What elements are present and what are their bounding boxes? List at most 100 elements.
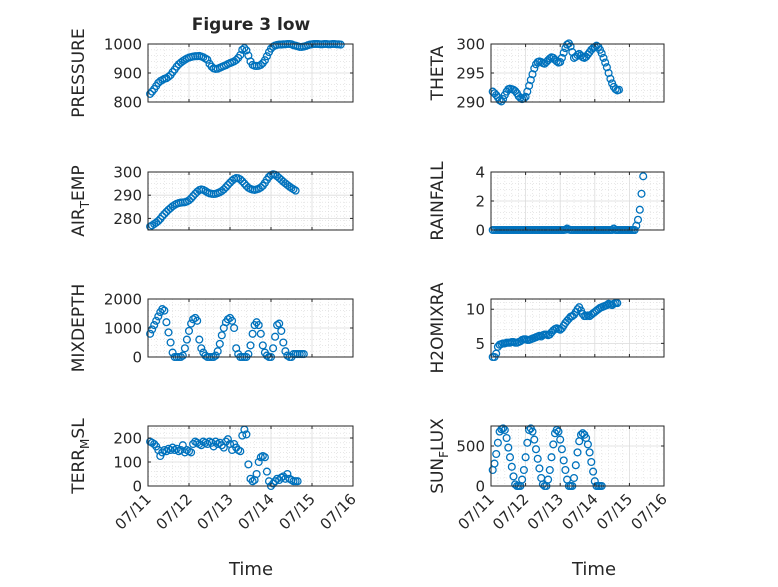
data-point <box>256 329 265 338</box>
data-point <box>195 335 204 344</box>
y-tick-label: 500 <box>456 438 485 456</box>
data-point <box>269 344 278 353</box>
data-point <box>193 316 202 325</box>
data-point <box>197 344 206 353</box>
y-tick-label: 900 <box>113 65 142 83</box>
y-tick-label: 0 <box>475 222 485 240</box>
data-point <box>492 449 501 459</box>
data-point <box>556 57 565 67</box>
data-point <box>262 52 271 61</box>
data-point <box>583 440 592 449</box>
data-point <box>242 46 251 55</box>
y-axis-label-subscript: M <box>78 439 92 449</box>
data-point <box>236 175 245 184</box>
y-tick-label: 0 <box>132 349 142 367</box>
data-point <box>189 192 198 201</box>
data-point <box>519 465 528 475</box>
data-point <box>176 445 185 455</box>
y-axis-label-text: EMP <box>69 165 89 201</box>
data-point <box>559 48 568 57</box>
data-point <box>152 316 161 325</box>
y-tick-label: 5 <box>475 335 485 353</box>
data-point <box>336 40 345 49</box>
data-point <box>271 332 280 341</box>
data-point <box>589 467 598 476</box>
data-point <box>260 453 269 462</box>
data-point <box>252 469 261 479</box>
data-point <box>275 319 284 328</box>
y-axis-label: MIXDEPTH <box>69 284 89 373</box>
data-point <box>557 445 566 454</box>
data-point <box>516 93 525 102</box>
data-point <box>211 437 220 446</box>
data-point <box>535 464 544 473</box>
data-point <box>502 433 511 443</box>
y-axis-label: H2OMIXRA <box>428 282 448 373</box>
data-point <box>557 53 566 62</box>
plot-area <box>148 426 353 486</box>
data-point <box>556 435 565 444</box>
data-point <box>571 461 580 470</box>
data-series <box>488 39 624 106</box>
axes-box <box>490 298 665 358</box>
y-tick-label: 2 <box>475 193 485 211</box>
data-point <box>160 306 169 315</box>
data-point <box>221 437 230 446</box>
data-point <box>256 60 265 69</box>
y-axis-label: SUNFLUX <box>428 418 451 494</box>
axes-box <box>147 171 354 231</box>
data-point <box>221 183 230 192</box>
data-point <box>178 441 187 450</box>
data-point <box>554 427 563 436</box>
data-point <box>146 329 155 338</box>
data-point <box>509 472 518 481</box>
data-point <box>547 453 556 462</box>
data-point <box>148 325 157 334</box>
data-point <box>613 299 622 308</box>
data-point <box>236 447 245 456</box>
y-tick-label: 2000 <box>104 291 142 309</box>
data-point <box>559 456 568 465</box>
y-tick-label: 0 <box>132 478 142 496</box>
data-point <box>523 438 532 447</box>
data-point <box>258 341 267 350</box>
subplot-air-temp: 280 290 300 AIRTEMP <box>69 164 354 237</box>
plot-area <box>491 299 664 357</box>
data-point <box>599 53 608 62</box>
y-tick-label: 200 <box>113 430 142 448</box>
data-point <box>162 447 171 456</box>
data-point <box>545 465 554 475</box>
axes-box <box>147 425 354 487</box>
data-point <box>187 194 196 203</box>
data-point <box>150 439 159 449</box>
data-point <box>217 331 226 340</box>
data-point <box>614 85 624 94</box>
data-point <box>289 185 298 194</box>
data-point <box>154 312 163 321</box>
data-point <box>285 182 294 191</box>
y-axis-label: THETA <box>428 45 448 101</box>
y-tick-label: 300 <box>456 36 485 54</box>
data-point <box>505 453 515 462</box>
data-point <box>637 189 646 198</box>
data-point <box>189 315 198 324</box>
data-point <box>168 348 177 357</box>
data-point <box>587 457 596 467</box>
y-tick-label: 300 <box>113 164 142 182</box>
data-point <box>178 351 187 360</box>
x-axis-label-left: Time <box>228 559 273 580</box>
y-axis-label: TERRMSL <box>69 418 92 495</box>
data-point <box>254 457 263 467</box>
y-axis-label: PRESSURE <box>69 28 89 117</box>
y-axis-label: RAINFALL <box>428 161 448 241</box>
data-point <box>160 209 169 219</box>
data-point <box>585 448 594 457</box>
data-point <box>264 477 274 486</box>
data-point <box>223 315 232 324</box>
data-point <box>184 196 194 205</box>
data-point <box>180 344 189 353</box>
data-point <box>242 430 251 439</box>
y-tick-label: 295 <box>456 65 485 83</box>
data-point <box>293 477 302 486</box>
